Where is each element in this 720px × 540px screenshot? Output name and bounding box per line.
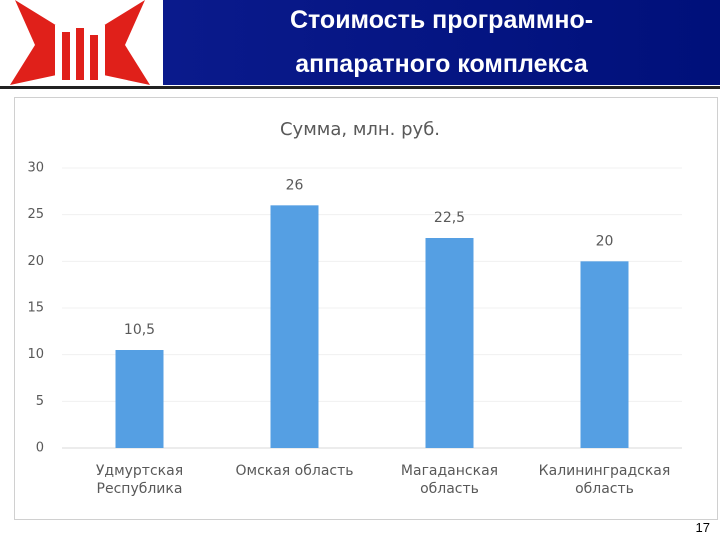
value-label: 26 [286, 177, 304, 193]
header: Стоимость программно- аппаратного компле… [163, 0, 720, 85]
x-tick-label: Калининградская область [538, 463, 671, 497]
y-tick-label: 25 [27, 207, 44, 222]
page-number: 17 [695, 520, 710, 535]
y-tick-label: 15 [27, 301, 44, 316]
bar [115, 350, 164, 448]
x-tick-label: Омская область [235, 463, 354, 479]
logo-tower [76, 28, 84, 80]
y-tick-label: 10 [27, 347, 44, 362]
bar [270, 205, 319, 448]
bar [580, 261, 629, 448]
bar [425, 238, 474, 448]
logo [10, 0, 150, 85]
y-tick-label: 30 [27, 161, 44, 176]
y-tick-label: 5 [36, 394, 44, 409]
value-label: 20 [596, 233, 614, 249]
divider [0, 86, 720, 89]
logo-tower [90, 35, 98, 80]
value-label: 10,5 [124, 322, 155, 338]
chart-title: Сумма, млн. руб. [280, 119, 440, 140]
x-tick-label: Удмуртская Республика [95, 463, 184, 497]
slide-title: аппаратного комплекса [295, 50, 588, 78]
y-tick-label: 20 [27, 254, 44, 269]
x-tick-label: Магаданская область [400, 463, 499, 497]
value-label: 22,5 [434, 210, 465, 226]
logo-tower [62, 32, 70, 80]
y-tick-label: 0 [36, 441, 44, 456]
chart: Сумма, млн. руб. 0 5 10 15 20 25 30 10,5 26 22,5 2… [27, 119, 682, 456]
slide-title: Стоимость программно- [289, 6, 594, 34]
chart-frame [14, 97, 718, 520]
